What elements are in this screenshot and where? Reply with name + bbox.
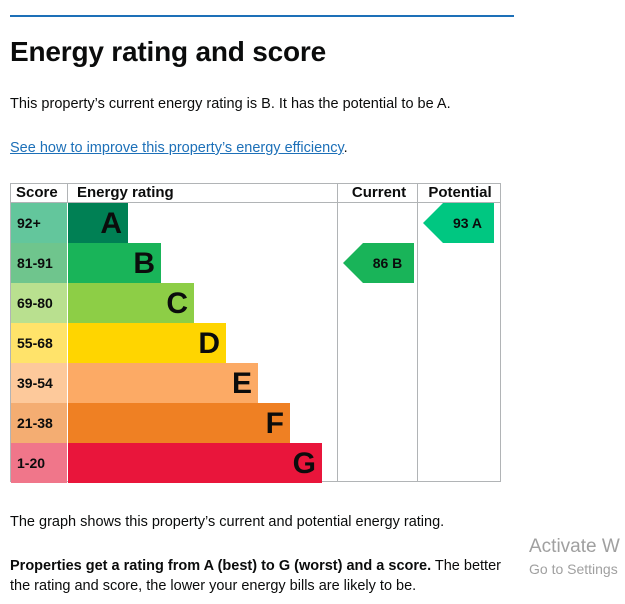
rating-bar-letter: D — [198, 327, 220, 360]
rating-bar-d: D — [68, 323, 226, 363]
rating-bar-f: F — [68, 403, 290, 443]
potential-rating-arrow-shape — [423, 203, 494, 243]
page-title: Energy rating and score — [10, 36, 326, 67]
rating-bar-letter: C — [166, 287, 188, 320]
header-score: Score — [16, 184, 58, 201]
score-range-b: 81-91 — [11, 243, 67, 283]
current-rating-arrow: 86 B — [343, 243, 414, 283]
link-suffix: . — [343, 140, 348, 156]
rating-bar-letter: G — [292, 447, 316, 480]
graph-border-right — [500, 183, 501, 482]
graph-score-divider — [67, 183, 68, 203]
header-potential: Potential — [428, 184, 492, 201]
rating-bar-c: C — [68, 283, 194, 323]
graph-caption: The graph shows this property’s current … — [10, 514, 445, 530]
rating-bar-letter: B — [133, 247, 155, 280]
activate-windows-title: Activate W — [529, 536, 620, 557]
energy-rating-graph: Score Energy rating Current Potential 92… — [10, 183, 501, 483]
rating-explanation-bold: Properties get a rating from A (best) to… — [10, 558, 432, 574]
potential-rating-arrow-polygon — [423, 203, 494, 243]
rating-explanation-rest: The better the rating and score, the low… — [10, 558, 501, 594]
rating-bar-letter: E — [231, 367, 252, 400]
rating-bar-e: E — [68, 363, 258, 403]
score-range-e: 39-54 — [11, 363, 67, 403]
potential-rating-arrow: 93 A — [423, 203, 494, 243]
score-range-c: 69-80 — [11, 283, 67, 323]
graph-header-divider — [10, 202, 501, 203]
current-rating-arrow-polygon — [343, 243, 414, 283]
rating-bar-letter: F — [265, 407, 284, 440]
improve-link-line: See how to improve this property’s energ… — [10, 138, 348, 158]
score-range-d: 55-68 — [11, 323, 67, 363]
activate-windows-subtitle: Go to Settings — [529, 561, 618, 577]
rating-explanation: Properties get a rating from A (best) to… — [10, 556, 510, 596]
graph-potential-divider — [417, 183, 418, 482]
score-range-g: 1-20 — [11, 443, 67, 483]
potential-rating-arrow-label: 93 A — [452, 215, 483, 231]
intro-text: This property’s current energy rating is… — [10, 96, 451, 112]
graph-current-divider — [337, 183, 338, 482]
score-range-f: 21-38 — [11, 403, 67, 443]
header-energy-rating: Energy rating — [77, 184, 174, 201]
section-top-rule — [10, 15, 514, 17]
improve-efficiency-link[interactable]: See how to improve this property’s energ… — [10, 140, 344, 156]
rating-bar-g: G — [68, 443, 322, 483]
header-current: Current — [351, 184, 407, 201]
current-rating-arrow-label: 86 B — [372, 255, 403, 271]
score-range-a: 92+ — [11, 203, 67, 243]
current-rating-arrow-shape — [343, 243, 414, 283]
graph-border-left — [10, 183, 11, 482]
rating-bar-a: A — [68, 203, 128, 243]
graph-border-top — [10, 183, 501, 184]
rating-bar-b: B — [68, 243, 161, 283]
rating-bar-letter: A — [100, 207, 122, 240]
